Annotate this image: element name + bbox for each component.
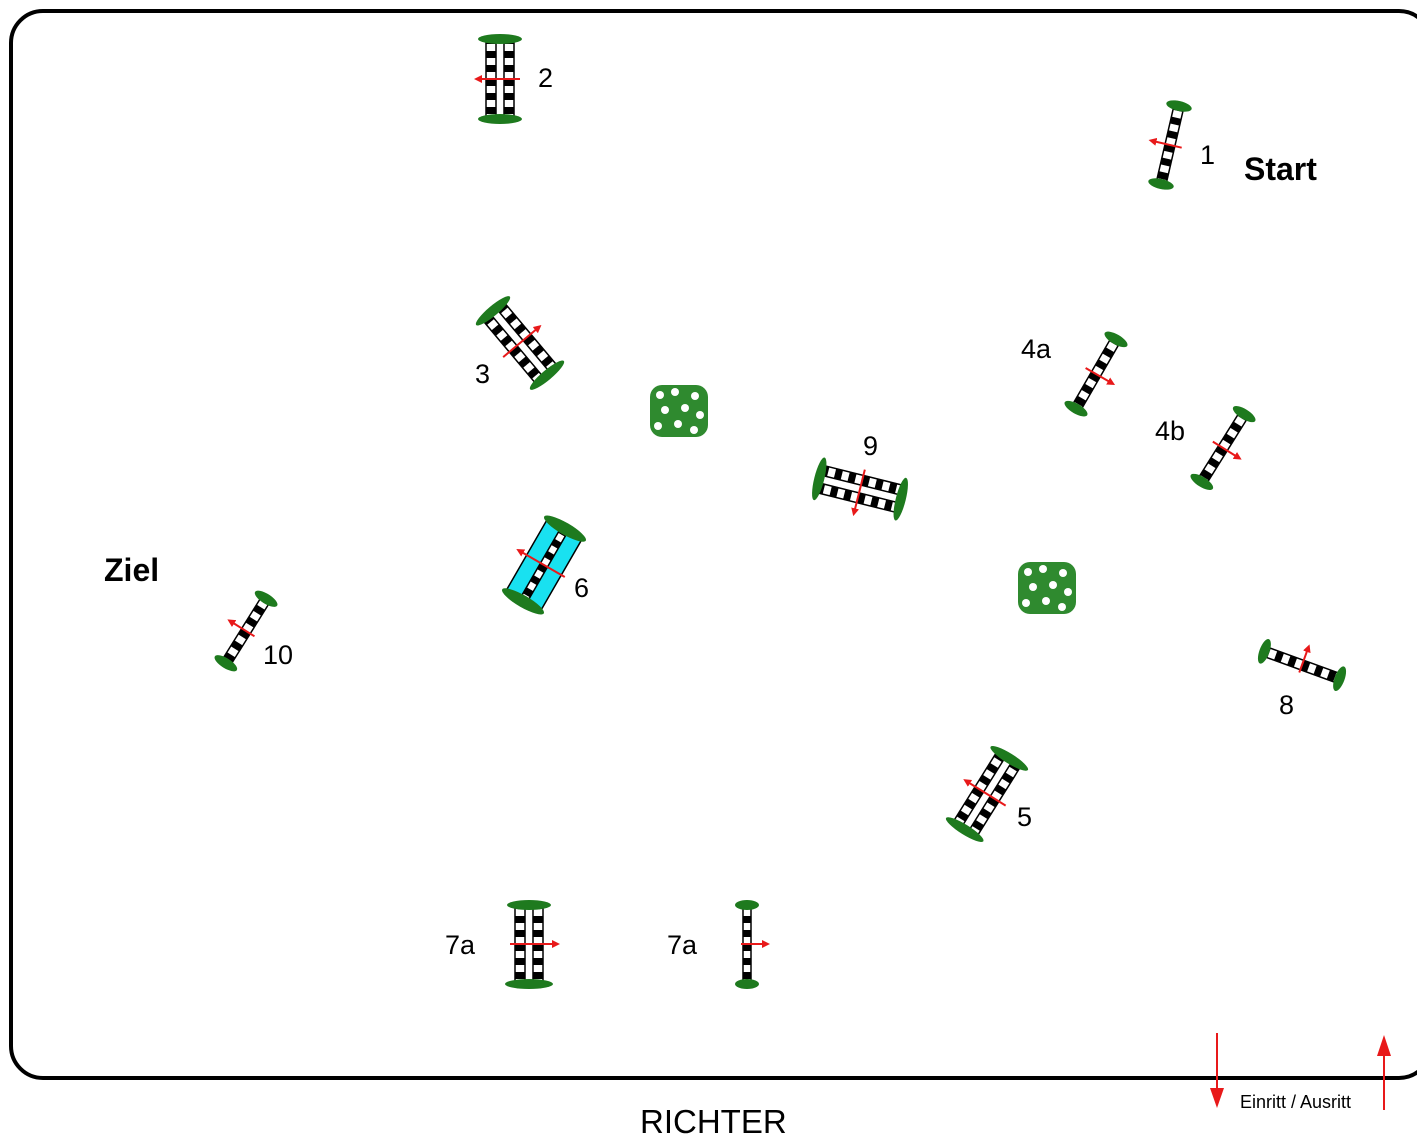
flower-bush-icon bbox=[650, 385, 708, 437]
finish-label: Ziel bbox=[104, 552, 159, 588]
obstacle-4a bbox=[1064, 331, 1128, 417]
obstacle-label-4b: 4b bbox=[1155, 416, 1185, 446]
obstacle-label-4a: 4a bbox=[1021, 334, 1052, 364]
entrance-arrow-icon bbox=[1210, 1033, 1224, 1108]
obstacle-7a-vertical bbox=[735, 900, 770, 989]
obstacle-label-9: 9 bbox=[863, 431, 878, 461]
obstacle-label-1: 1 bbox=[1200, 140, 1215, 170]
obstacle-label-6: 6 bbox=[574, 573, 589, 603]
obstacle-label-10: 10 bbox=[263, 640, 293, 670]
obstacle-label-8: 8 bbox=[1279, 690, 1294, 720]
obstacle-label-3: 3 bbox=[475, 359, 490, 389]
gate-label: Einritt / Ausritt bbox=[1240, 1092, 1351, 1112]
arena-border bbox=[9, 9, 1417, 1080]
obstacle-5 bbox=[945, 745, 1029, 843]
obstacle-3 bbox=[475, 296, 565, 390]
obstacle-2 bbox=[474, 34, 522, 124]
obstacle-label-5: 5 bbox=[1017, 802, 1032, 832]
obstacle-4b bbox=[1190, 405, 1256, 491]
start-label: Start bbox=[1244, 151, 1317, 187]
obstacle-8 bbox=[1257, 638, 1347, 692]
obstacle-6 bbox=[502, 515, 586, 615]
exit-arrow-icon bbox=[1377, 1035, 1391, 1110]
judge-label: RICHTER bbox=[640, 1103, 787, 1135]
obstacle-9 bbox=[812, 457, 908, 521]
flower-bush-icon bbox=[1018, 562, 1076, 614]
obstacle-label-2: 2 bbox=[538, 63, 553, 93]
obstacle-label-7a-vertical: 7a bbox=[667, 930, 698, 960]
obstacle-label-7a-oxer: 7a bbox=[445, 930, 476, 960]
obstacle-10 bbox=[214, 590, 278, 672]
obstacle-7a-oxer bbox=[505, 900, 560, 989]
obstacle-1 bbox=[1148, 100, 1192, 190]
